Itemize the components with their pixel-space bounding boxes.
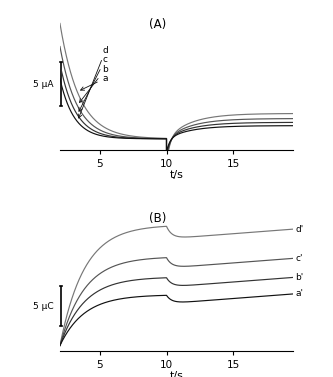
Text: 5 µC: 5 µC [33,302,53,311]
Text: (B): (B) [149,212,166,225]
Text: d: d [78,46,108,118]
Text: a': a' [295,290,303,299]
X-axis label: t/s: t/s [169,371,183,377]
Text: (A): (A) [149,18,166,31]
Text: c: c [79,55,108,111]
Text: b': b' [295,273,303,282]
X-axis label: t/s: t/s [169,170,183,180]
Text: d': d' [295,225,303,234]
Text: b: b [80,64,108,103]
Text: c': c' [295,254,303,263]
Text: 5 µA: 5 µA [33,80,53,89]
Text: a: a [81,74,108,90]
